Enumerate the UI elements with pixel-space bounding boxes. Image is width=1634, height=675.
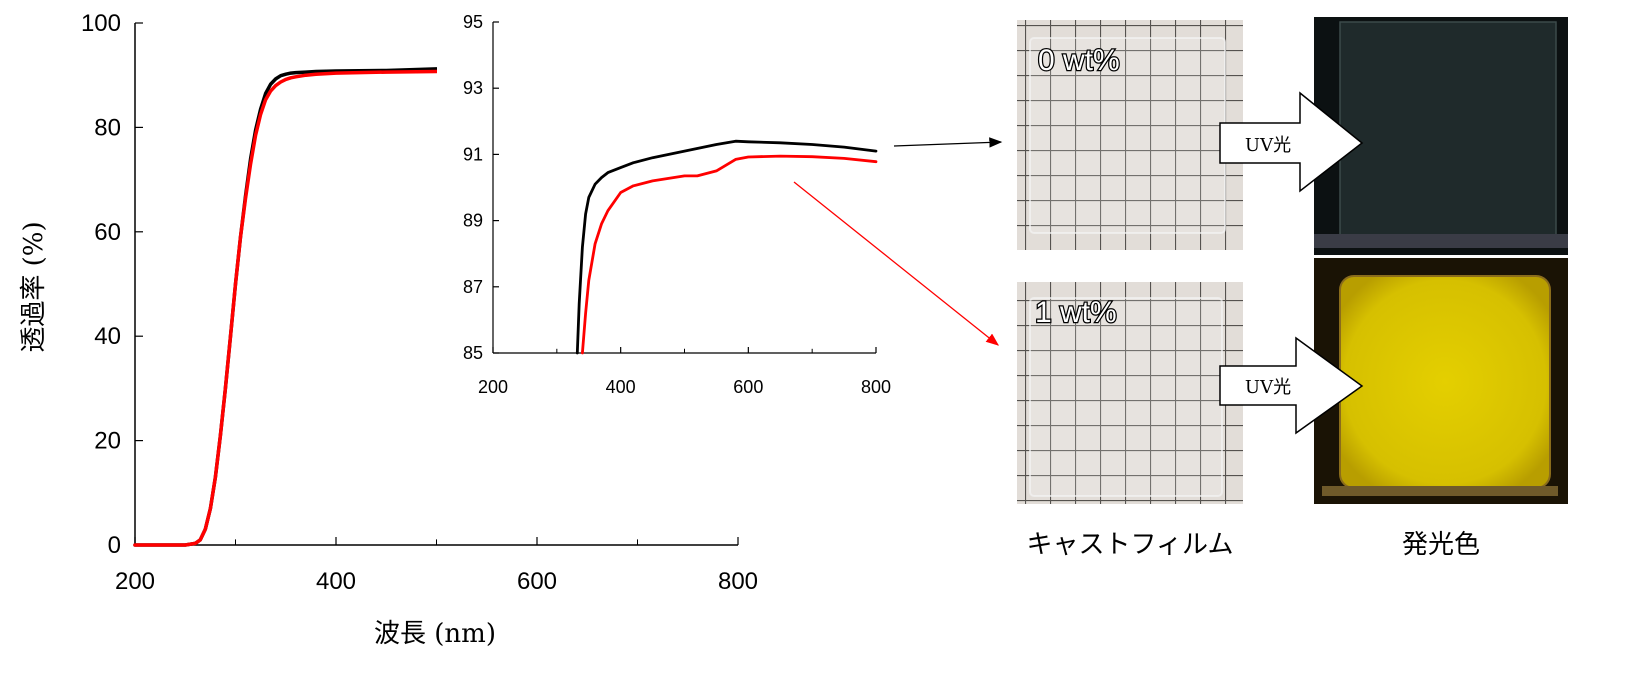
inset-series-black-line <box>575 139 878 355</box>
pointer-arrow-red <box>793 181 1000 346</box>
uv-arrow-0wt: UV光 <box>1219 91 1364 193</box>
inset-xtick-label-0: 200 <box>478 377 508 397</box>
emission-caption: 発光色 <box>1402 530 1480 560</box>
inset-series-red-line <box>581 154 878 355</box>
film-photo-0wt: 0 wt% <box>1017 20 1243 250</box>
main-series-red-line <box>133 69 439 547</box>
main-ticks: 0 20 40 60 80 100 200 400 600 800 <box>81 10 758 595</box>
inset-ytick-label-1: 87 <box>463 277 483 297</box>
inset-xtick-label-3: 800 <box>861 377 891 397</box>
inset-ytick-label-0: 85 <box>463 343 483 363</box>
emission-photo-1wt <box>1314 258 1568 504</box>
inset-series <box>575 139 878 355</box>
main-series-black-line <box>133 67 439 547</box>
main-ytick-label-2: 40 <box>94 323 121 350</box>
main-xtick-label-2: 600 <box>517 568 557 595</box>
main-ytick-label-5: 100 <box>81 10 121 37</box>
inset-background <box>437 8 887 400</box>
main-chart: 0 20 40 60 80 100 200 400 600 800 透過率 (%) 波長 (nm) <box>19 10 758 649</box>
uv-arrow-label-1wt: UV光 <box>1245 377 1291 398</box>
main-series <box>133 67 439 547</box>
film-photo-1wt: 1 wt% <box>1017 282 1243 504</box>
sample-label-0wt: 0 wt% <box>1038 44 1120 77</box>
inset-xtick-label-1: 400 <box>606 377 636 397</box>
inset-ytick-label-3: 91 <box>463 144 483 164</box>
inset-ytick-label-4: 93 <box>463 78 483 98</box>
sample-label-1wt: 1 wt% <box>1035 296 1117 329</box>
pointer-arrow-black <box>893 137 1003 148</box>
emission-photo-0wt <box>1314 17 1568 255</box>
main-ytick-label-1: 20 <box>94 428 121 455</box>
main-ytick-label-3: 60 <box>94 219 121 246</box>
main-ytick-label-0: 0 <box>108 532 121 559</box>
main-xlabel: 波長 (nm) <box>374 619 496 649</box>
main-xtick-label-0: 200 <box>115 568 155 595</box>
main-ylabel: 透過率 (%) <box>19 221 49 352</box>
inset-xtick-label-2: 600 <box>733 377 763 397</box>
main-ytick-label-4: 80 <box>94 114 121 141</box>
uv-arrow-1wt: UV光 <box>1219 336 1364 435</box>
main-xtick-label-1: 400 <box>316 568 356 595</box>
inset-chart: 85 87 89 91 93 95 200 400 600 800 <box>437 8 891 400</box>
uv-arrow-label-0wt: UV光 <box>1245 135 1291 156</box>
cast-film-caption: キャストフィルム <box>1027 530 1234 560</box>
inset-ticks: 85 87 89 91 93 95 200 400 600 800 <box>463 12 891 397</box>
inset-ytick-label-2: 89 <box>463 211 483 231</box>
inset-ytick-label-5: 95 <box>463 12 483 32</box>
main-xtick-label-3: 800 <box>718 568 758 595</box>
